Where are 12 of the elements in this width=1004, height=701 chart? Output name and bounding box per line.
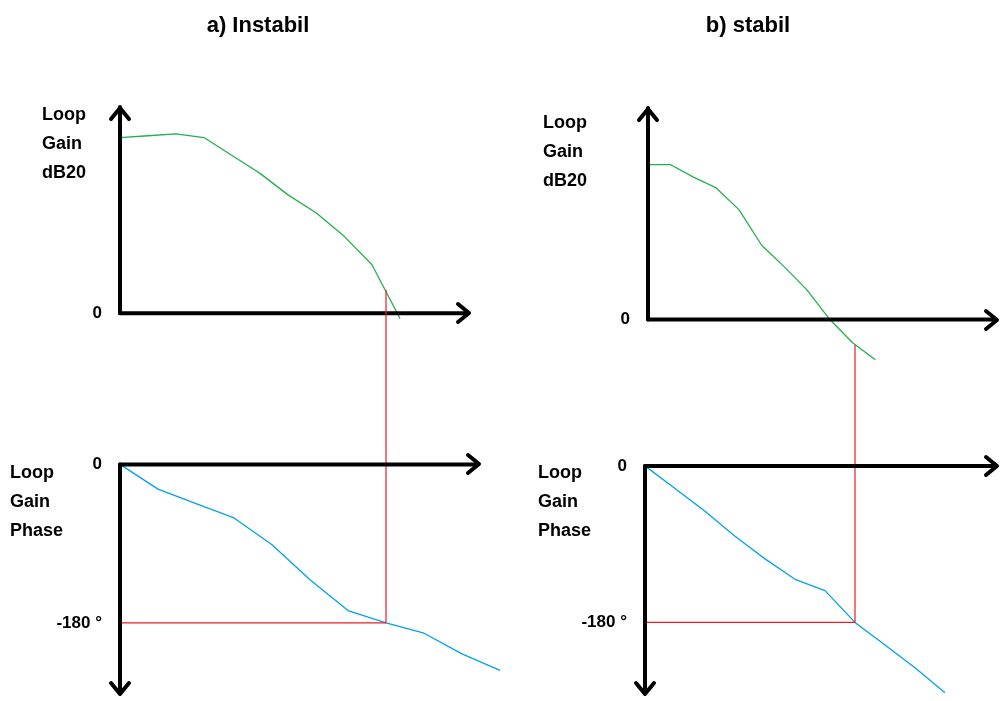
text: 0 bbox=[617, 455, 627, 475]
text: -180 ° bbox=[581, 612, 628, 632]
y-axis-title: Loop Gain Phase bbox=[10, 461, 65, 542]
text: 0 bbox=[620, 309, 630, 329]
annotation: 0 bbox=[92, 454, 102, 474]
y-axis-title: Loop Gain dB20 bbox=[543, 111, 588, 192]
chart-title: b) stabil bbox=[704, 12, 792, 38]
text: 0 bbox=[92, 302, 102, 322]
y-axis-title: Loop Gain dB20 bbox=[42, 103, 87, 184]
chart-title: a) Instabil bbox=[205, 12, 311, 38]
annotation: -180 ° bbox=[56, 612, 103, 632]
y-axis-title: Loop Gain Phase bbox=[538, 461, 593, 542]
